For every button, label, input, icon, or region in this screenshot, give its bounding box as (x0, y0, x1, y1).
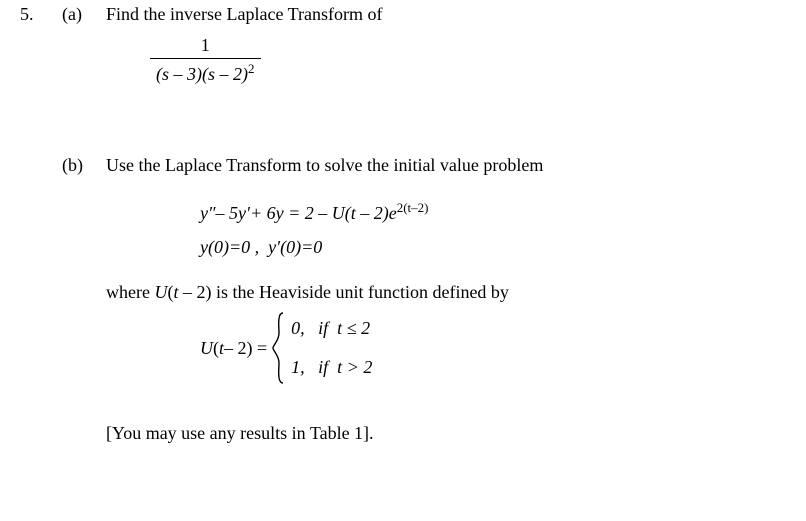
left-brace-icon (271, 311, 285, 385)
page: 5. (a) Find the inverse Laplace Transfor… (0, 0, 806, 454)
part-b-header-row: (b) Use the Laplace Transform to solve t… (20, 155, 786, 176)
part-a-denominator: (s – 3)(s – 2)2 (150, 58, 261, 85)
case-2: 1, if t > 2 (291, 357, 372, 378)
part-a-numerator: 1 (150, 35, 261, 58)
part-a-header-row: 5. (a) Find the inverse Laplace Transfor… (20, 4, 786, 25)
case-1-value: 0, (291, 318, 305, 338)
ode-exponent: 2(t–2) (397, 200, 429, 215)
case-2-value: 1, (291, 357, 305, 377)
piecewise-cases: 0, if t ≤ 2 1, if t > 2 (291, 318, 372, 378)
part-b-initial-conditions: y(0)=0 , y′(0)=0 (200, 230, 786, 264)
piecewise-definition: U(t – 2) = 0, if t ≤ 2 1, if t > 2 (200, 311, 786, 385)
where-u-symbol: U (154, 282, 167, 302)
part-b-label: (b) (62, 155, 106, 176)
part-b-where: where U(t – 2) is the Heaviside unit fun… (106, 282, 786, 303)
part-a-label: (a) (62, 4, 106, 25)
question-number: 5. (20, 4, 62, 25)
part-a-fraction-row: 1 (s – 3)(s – 2)2 (20, 31, 786, 85)
part-a-fraction: 1 (s – 3)(s – 2)2 (150, 35, 261, 85)
part-b-prompt: Use the Laplace Transform to solve the i… (106, 155, 786, 176)
case-1: 0, if t ≤ 2 (291, 318, 372, 339)
part-a-prompt: Find the inverse Laplace Transform of (106, 4, 786, 25)
piecewise-lhs: U (200, 338, 213, 359)
table-note: [You may use any results in Table 1]. (106, 423, 786, 444)
part-b-ode: y″– 5y′+ 6y = 2 – U(t – 2)e2(t–2) (200, 196, 786, 230)
